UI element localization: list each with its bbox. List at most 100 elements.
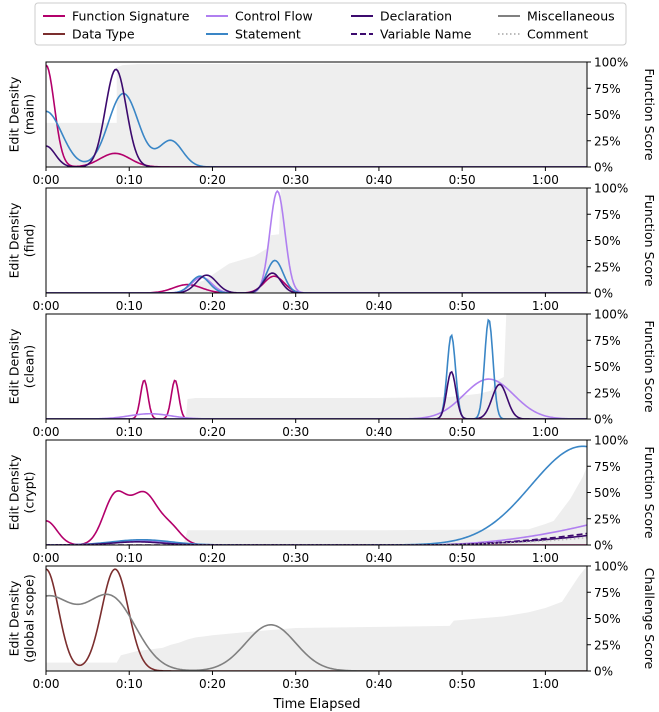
legend-label: Variable Name: [380, 27, 472, 42]
x-tick-label: 0:10: [116, 173, 143, 187]
series-line-control-flow: [46, 378, 587, 419]
y2-tick-label: 50%: [594, 612, 621, 626]
y-axis-label: Edit Density(main): [7, 76, 37, 152]
panel-3: 0:00 0:10 0:20 0:30 0:40 0:50 1:00 0% 25% 50% 75% 1…: [7, 308, 658, 440]
x-tick-label: 0:20: [199, 299, 226, 313]
y2-tick-label: 75%: [594, 334, 621, 348]
x-tick-label: 0:20: [199, 677, 226, 691]
series-line-statement: [46, 318, 587, 419]
x-tick-label: 0:40: [365, 425, 392, 439]
y2-tick-label: 25%: [594, 260, 621, 274]
legend-item-data-type: Data Type: [43, 27, 135, 42]
panel-5: 0:00 0:10 0:20 0:30 0:40 0:50 1:00 0% 25% 50% 75% 1…: [7, 560, 658, 692]
legend-item-comment: Comment: [498, 27, 588, 42]
x-tick-label: 0:40: [365, 677, 392, 691]
y2-tick-label: 75%: [594, 82, 621, 96]
x-tick-label: 0:10: [116, 299, 143, 313]
legend-item-miscellaneous: Miscellaneous: [498, 9, 615, 24]
series-line-declaration: [46, 68, 587, 167]
legend-label: Miscellaneous: [527, 9, 615, 24]
legend-label: Function Signature: [72, 9, 190, 24]
y2-tick-label: 0%: [594, 413, 613, 427]
series-line-declaration: [46, 370, 587, 419]
x-tick-label: 0:30: [282, 425, 309, 439]
x-tick-label: 0:30: [282, 677, 309, 691]
y2-axis-label: Function Score: [642, 446, 657, 538]
y2-tick-label: 100%: [594, 560, 628, 574]
x-tick-label: 0:10: [116, 425, 143, 439]
x-tick-label: 0:30: [282, 299, 309, 313]
x-tick-label: 0:40: [365, 551, 392, 565]
y-axis-label: Edit Density(clean): [7, 328, 37, 404]
legend-item-declaration: Declaration: [351, 9, 452, 24]
y-axis-label: Edit Density(global scope): [7, 574, 37, 663]
legend: Function Signature Data Type Control Flow S…: [34, 2, 627, 46]
x-tick-label: 0:00: [33, 299, 60, 313]
y2-tick-label: 0%: [594, 287, 613, 301]
score-area: [46, 314, 587, 419]
x-tick-label: 1:00: [532, 299, 559, 313]
y2-tick-label: 50%: [594, 486, 621, 500]
x-tick-label: 0:50: [449, 425, 476, 439]
y2-tick-label: 100%: [594, 308, 628, 322]
x-tick-label: 0:20: [199, 425, 226, 439]
series-line-variable-name: [46, 532, 587, 545]
x-tick-label: 0:40: [365, 173, 392, 187]
y2-axis-label: Function Score: [642, 194, 657, 286]
x-tick-label: 0:10: [116, 677, 143, 691]
series-line-statement: [46, 445, 587, 545]
x-tick-label: 1:00: [532, 173, 559, 187]
series-line-function-signature: [46, 490, 587, 545]
y2-tick-label: 75%: [594, 208, 621, 222]
y2-axis-label: Challenge Score: [642, 568, 657, 670]
legend-item-function-signature: Function Signature: [43, 9, 190, 24]
y2-tick-label: 75%: [594, 586, 621, 600]
legend-frame: [34, 2, 627, 46]
x-tick-label: 0:00: [33, 173, 60, 187]
series-line-control-flow: [46, 524, 587, 545]
x-tick-label: 0:50: [449, 551, 476, 565]
series-line-function-signature: [46, 64, 587, 167]
x-axis-label: Time Elapsed: [272, 697, 360, 712]
panel-2: 0:00 0:10 0:20 0:30 0:40 0:50 1:00 0% 25% 50% 75% 1…: [7, 182, 658, 314]
x-tick-label: 0:50: [449, 173, 476, 187]
y-axis-label: Edit Density(crypt): [7, 454, 37, 530]
x-tick-label: 0:20: [199, 173, 226, 187]
x-tick-label: 0:20: [199, 551, 226, 565]
x-tick-label: 0:00: [33, 551, 60, 565]
panel-4: 0:00 0:10 0:20 0:30 0:40 0:50 1:00 0% 25% 50% 75% 1…: [7, 434, 658, 566]
y2-tick-label: 25%: [594, 386, 621, 400]
x-tick-label: 1:00: [532, 551, 559, 565]
y2-tick-label: 75%: [594, 460, 621, 474]
x-tick-label: 0:10: [116, 551, 143, 565]
y2-tick-label: 25%: [594, 512, 621, 526]
y2-axis-label: Function Score: [642, 68, 657, 160]
x-tick-label: 0:00: [33, 677, 60, 691]
y2-tick-label: 50%: [594, 360, 621, 374]
y2-tick-label: 50%: [594, 108, 621, 122]
y2-tick-label: 50%: [594, 234, 621, 248]
legend-item-control-flow: Control Flow: [206, 9, 313, 24]
axes-frame: [45, 439, 588, 546]
score-area: [46, 566, 587, 671]
legend-label: Data Type: [72, 27, 135, 42]
y2-tick-label: 25%: [594, 638, 621, 652]
y2-tick-label: 25%: [594, 134, 621, 148]
series-line-data-type: [46, 568, 587, 671]
legend-label: Comment: [527, 27, 588, 42]
x-tick-label: 0:30: [282, 551, 309, 565]
y2-tick-label: 0%: [594, 539, 613, 553]
score-area: [46, 63, 587, 167]
y2-tick-label: 100%: [594, 182, 628, 196]
series-line-statement: [46, 92, 587, 167]
x-tick-label: 0:30: [282, 173, 309, 187]
x-tick-label: 0:50: [449, 677, 476, 691]
x-tick-label: 0:50: [449, 299, 476, 313]
series-line-miscellaneous: [46, 593, 587, 671]
y2-tick-label: 100%: [594, 56, 628, 70]
score-area: [46, 188, 587, 293]
y2-tick-label: 0%: [594, 161, 613, 175]
legend-item-variable-name: Variable Name: [351, 27, 472, 42]
panels: 0:00 0:10 0:20 0:30 0:40 0:50 1:00 0% 25% 50% 75% 1…: [7, 56, 658, 692]
x-tick-label: 1:00: [532, 677, 559, 691]
